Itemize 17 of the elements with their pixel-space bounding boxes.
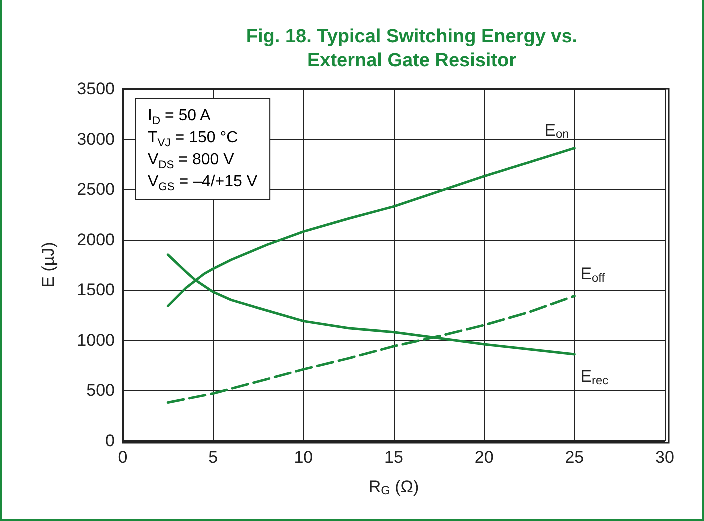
y-tick-label: 3000 xyxy=(77,130,115,149)
x-tick-label: 10 xyxy=(294,448,314,467)
y-tick-label: 2000 xyxy=(77,230,115,250)
y-tick-label: 2500 xyxy=(77,180,115,200)
x-tick-label: 0 xyxy=(118,448,128,467)
y-tick-label: 1000 xyxy=(77,330,115,350)
chart-title: Fig. 18. Typical Switching Energy vs. External Gate Resisitor xyxy=(246,26,578,72)
x-tick-label: 20 xyxy=(474,448,494,467)
x-tick-label: 30 xyxy=(656,448,674,467)
y-axis-title: E (µJ) xyxy=(39,242,58,288)
x-tick-label: 25 xyxy=(565,448,584,467)
y-tick-label: 500 xyxy=(86,381,115,400)
y-tick-label: 0 xyxy=(106,432,115,450)
y-tick-label: 3500 xyxy=(77,80,115,98)
y-tick-label: 1500 xyxy=(77,280,115,300)
x-tick-label: 15 xyxy=(384,448,404,467)
x-tick-label: 5 xyxy=(208,448,218,467)
